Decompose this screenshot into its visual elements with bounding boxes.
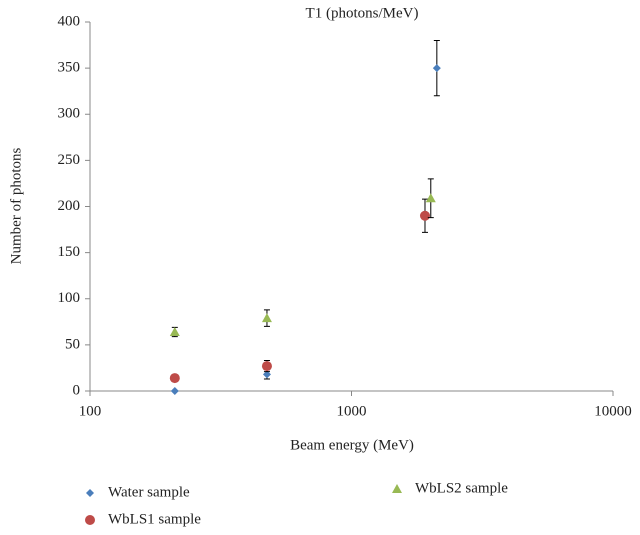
point [170, 387, 179, 395]
point [169, 373, 180, 384]
y-tick-label: 250 [58, 152, 81, 168]
y-tick-label: 50 [65, 336, 80, 352]
x-axis-label: Beam energy (MeV) [290, 437, 414, 453]
x-tick-label: 1000 [337, 403, 367, 419]
y-tick-label: 200 [58, 198, 81, 214]
legend-marker [86, 489, 94, 497]
y-axis-label: Number of photons [8, 148, 24, 265]
x-tick-label: 100 [79, 403, 102, 419]
point [169, 326, 180, 336]
chart-title: T1 (photons/MeV) [306, 5, 419, 21]
legend-label: Water sample [108, 484, 190, 500]
point [262, 370, 271, 379]
point [425, 193, 436, 203]
y-tick-label: 400 [58, 13, 81, 29]
point [261, 313, 272, 323]
y-tick-label: 150 [58, 244, 81, 260]
legend-marker [392, 484, 402, 493]
y-tick-label: 300 [58, 106, 81, 122]
y-tick-label: 100 [58, 290, 81, 306]
legend-marker [85, 515, 95, 525]
x-tick-label: 10000 [594, 403, 632, 419]
y-tick-label: 0 [73, 382, 81, 398]
legend-label: WbLS1 sample [108, 511, 201, 527]
legend-label: WbLS2 sample [415, 480, 508, 496]
point [419, 210, 430, 221]
y-tick-label: 350 [58, 60, 81, 76]
point [432, 64, 441, 73]
point [261, 361, 272, 372]
